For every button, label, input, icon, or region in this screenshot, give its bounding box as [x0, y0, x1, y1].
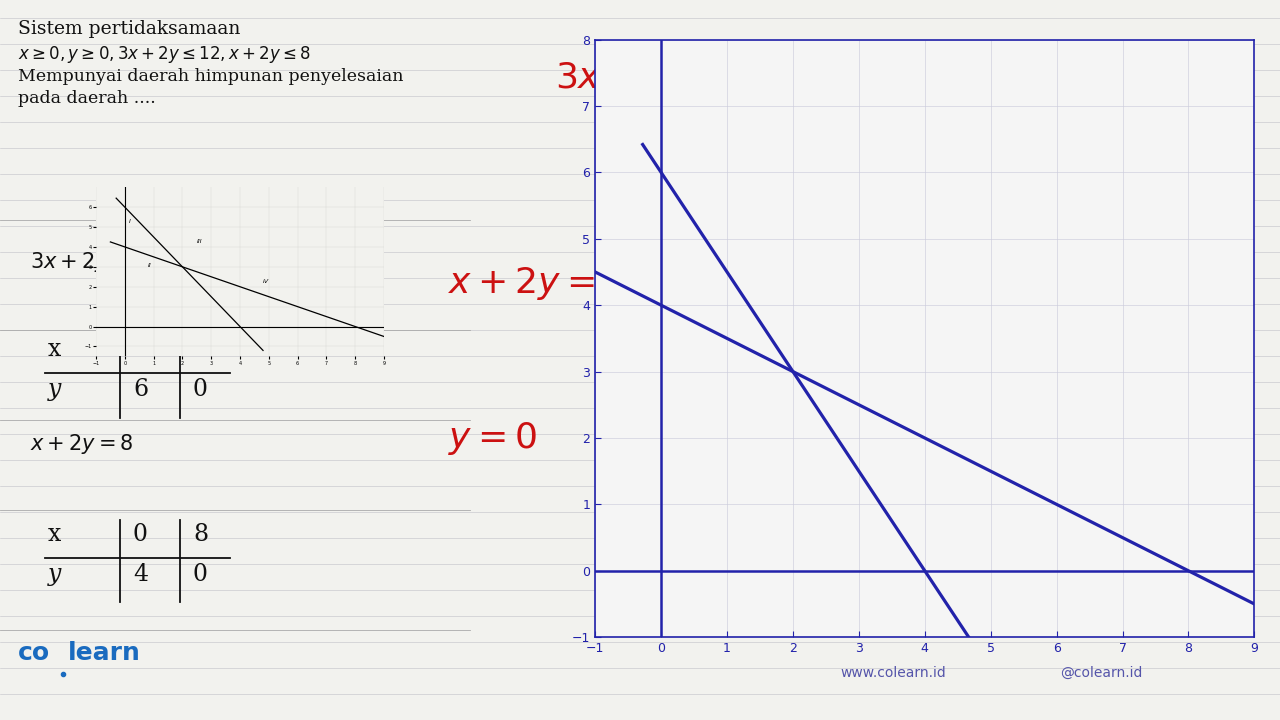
Text: $x=0$: $x=0$: [598, 565, 687, 599]
Text: $3x + 2y = 12$: $3x + 2y = 12$: [29, 250, 159, 274]
Text: co: co: [18, 641, 50, 665]
Text: 4: 4: [133, 563, 148, 586]
Text: www.colearn.id: www.colearn.id: [840, 666, 946, 680]
Text: 0: 0: [193, 378, 207, 401]
Text: 4: 4: [193, 338, 209, 361]
Text: 0: 0: [133, 338, 148, 361]
Text: $x+2y=8$: $x+2y=8$: [448, 265, 626, 302]
Text: x: x: [49, 523, 61, 546]
Text: y: y: [49, 378, 61, 401]
Text: II: II: [148, 263, 151, 268]
Text: pada daerah ....: pada daerah ....: [18, 90, 156, 107]
Text: III: III: [197, 239, 202, 244]
Text: Sistem pertidaksamaan: Sistem pertidaksamaan: [18, 20, 241, 38]
Text: $y=0$: $y=0$: [448, 420, 538, 457]
Text: IV: IV: [264, 279, 269, 284]
Text: $x + 2y = 8$: $x + 2y = 8$: [29, 432, 133, 456]
Text: I: I: [129, 219, 131, 224]
Text: @colearn.id: @colearn.id: [1060, 666, 1142, 680]
Text: y: y: [49, 563, 61, 586]
Text: $3x+{}^{2}y=12$: $3x+{}^{2}y=12$: [556, 55, 772, 98]
Text: Mempunyai daerah himpunan penyelesaian: Mempunyai daerah himpunan penyelesaian: [18, 68, 403, 85]
Text: learn: learn: [68, 641, 141, 665]
Text: 0: 0: [193, 563, 207, 586]
Text: x: x: [49, 338, 61, 361]
Text: $x \geq 0, y \geq 0, 3x + 2y \leq 12, x + 2y \leq 8$: $x \geq 0, y \geq 0, 3x + 2y \leq 12, x …: [18, 44, 311, 65]
Text: 8: 8: [193, 523, 209, 546]
Text: 6: 6: [133, 378, 148, 401]
Text: 0: 0: [133, 523, 148, 546]
